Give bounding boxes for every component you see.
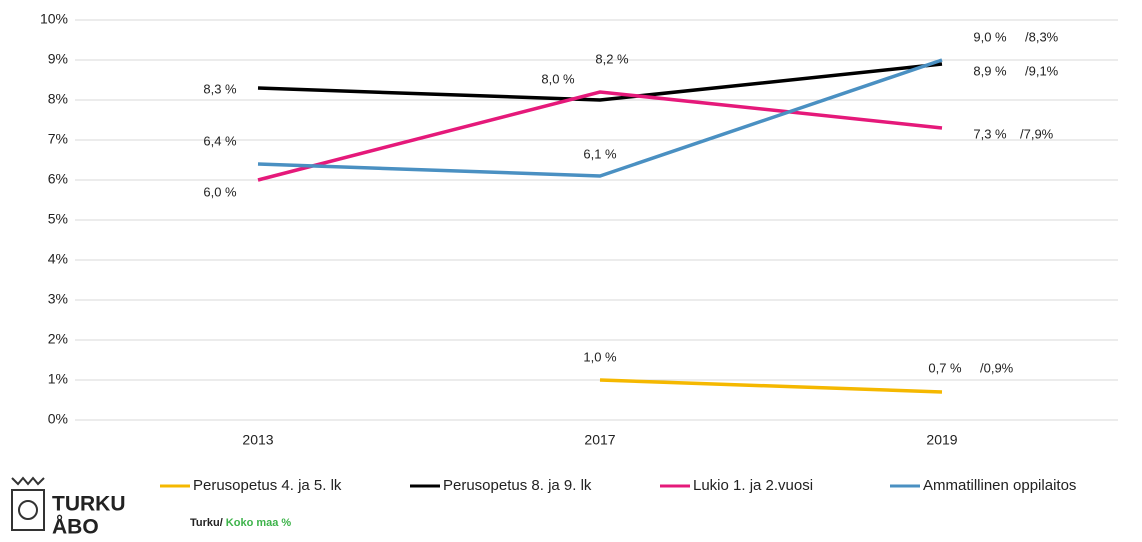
y-tick-label: 0% <box>48 411 68 427</box>
series-line <box>257 62 943 102</box>
logo-crown <box>11 476 45 486</box>
logo-crest <box>11 489 45 531</box>
y-tick-label: 6% <box>48 171 68 187</box>
y-tick-label: 7% <box>48 131 68 147</box>
logo-text: ÅBO <box>52 515 99 539</box>
y-tick-label: 8% <box>48 91 68 107</box>
data-label: 1,0 % <box>583 349 617 364</box>
y-tick-label: 4% <box>48 251 68 267</box>
logo-text: TURKU <box>52 493 126 516</box>
data-label: 0,7 % <box>928 360 962 375</box>
data-label: 9,0 % <box>973 29 1007 44</box>
legend-label: Lukio 1. ja 2.vuosi <box>693 477 813 494</box>
footer-note: Turku/Koko maa % <box>190 517 291 529</box>
y-tick-label: 5% <box>48 211 68 227</box>
series-line <box>257 90 943 182</box>
x-tick-label: 2017 <box>584 432 615 448</box>
comparison-label: /0,9% <box>980 360 1014 375</box>
note-country: Koko maa % <box>226 517 292 529</box>
data-label: 6,4 % <box>203 133 237 148</box>
y-tick-label: 9% <box>48 51 68 67</box>
data-label: 6,0 % <box>203 184 237 199</box>
data-label: 8,0 % <box>541 71 575 86</box>
y-tick-label: 10% <box>40 11 68 27</box>
logo: TURKU ÅBO <box>11 476 126 539</box>
data-label: 7,3 % <box>973 126 1007 141</box>
data-label: 8,3 % <box>203 81 237 96</box>
data-label: 8,9 % <box>973 63 1007 78</box>
note-city: Turku/ <box>190 517 223 529</box>
y-tick-label: 2% <box>48 331 68 347</box>
comparison-label: /7,9% <box>1020 126 1054 141</box>
data-label: 6,1 % <box>583 146 617 161</box>
comparison-label: /9,1% <box>1025 63 1059 78</box>
y-tick-label: 3% <box>48 291 68 307</box>
legend-label: Perusopetus 4. ja 5. lk <box>193 477 342 494</box>
legend-label: Ammatillinen oppilaitos <box>923 477 1076 494</box>
logo-emblem <box>18 500 38 520</box>
series-line <box>257 58 943 178</box>
comparison-label: /8,3% <box>1025 29 1059 44</box>
data-label: 8,2 % <box>595 51 629 66</box>
y-tick-label: 1% <box>48 371 68 387</box>
legend-label: Perusopetus 8. ja 9. lk <box>443 477 592 494</box>
x-tick-label: 2013 <box>242 432 273 448</box>
x-tick-label: 2019 <box>926 432 957 448</box>
series-line <box>599 378 943 394</box>
